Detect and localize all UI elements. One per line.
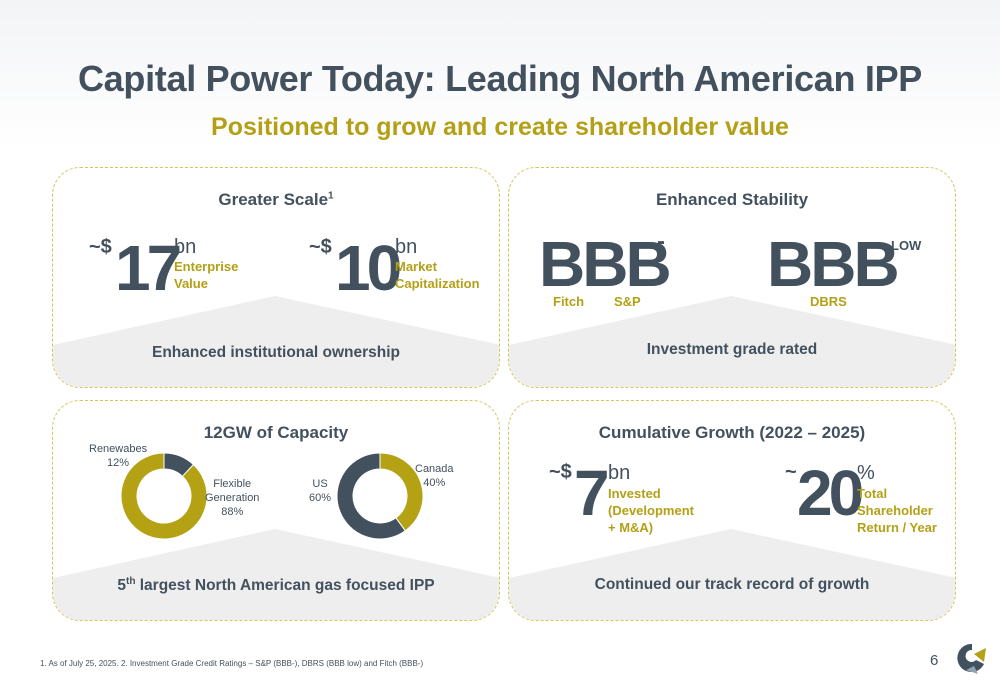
invested-number: 7: [574, 457, 610, 529]
card-background-band: [53, 529, 499, 620]
card-background-band: [509, 529, 955, 620]
card-footer: Enhanced institutional ownership: [151, 344, 400, 361]
geography-donut: [336, 452, 424, 540]
page-title: Capital Power Today: Leading North Ameri…: [77, 58, 923, 99]
invested-label: Invested (Development + M&A): [608, 486, 694, 535]
approx-symbol: ~: [785, 461, 797, 483]
card-title: Greater Scale1: [218, 190, 334, 209]
agency-sp: S&P: [614, 294, 641, 309]
tsr-unit: %: [857, 462, 875, 484]
enterprise-value-number: 17: [115, 232, 182, 304]
us-label: US 60%: [309, 478, 332, 504]
renewables-label: Renewabes 12%: [89, 443, 148, 469]
enhanced-stability-card: Enhanced Stability BBB - BBB LOW Fitch S…: [508, 167, 956, 388]
capacity-card: 12GW of Capacity Renewabes 12% Flexible Ge…: [52, 400, 500, 621]
canada-label: Canada 40%: [415, 463, 454, 489]
tsr-label: Total Shareholder Return / Year: [857, 486, 937, 535]
greater-scale-card: Greater Scale1 ~$ 17 bn Enterprise Value …: [52, 167, 500, 388]
approx-dollar-symbol: ~$: [549, 461, 572, 483]
dbrs-rating: BBB: [767, 228, 900, 300]
agency-fitch: Fitch: [553, 294, 585, 309]
card-footer: Continued our track record of growth: [594, 576, 870, 593]
sp-fitch-rating: BBB: [539, 228, 672, 300]
cumulative-growth-card: Cumulative Growth (2022 – 2025) ~$ 7 bn …: [508, 400, 956, 621]
donut-segment-1: [336, 452, 406, 540]
approx-dollar-symbol: ~$: [309, 236, 332, 258]
page-number: 6: [930, 652, 939, 669]
card-footer: 5th largest North American gas focused I…: [117, 576, 435, 595]
generation-mix-donut: [120, 452, 208, 540]
invested-unit: bn: [608, 462, 631, 484]
page-subtitle: Positioned to grow and create shareholde…: [211, 113, 789, 141]
card-background-band: [53, 296, 499, 387]
flexible-generation-label: Flexible Generation 88%: [205, 478, 260, 518]
agency-dbrs: DBRS: [810, 294, 847, 309]
market-cap-label: Market Capitalization: [395, 259, 480, 291]
card-title: 12GW of Capacity: [203, 423, 349, 442]
donut-segment-1: [120, 452, 208, 540]
rating-minus-suffix: -: [657, 228, 665, 255]
footnote: 1. As of July 25, 2025. 2. Investment Gr…: [40, 659, 424, 668]
card-footer: Investment grade rated: [646, 341, 818, 358]
enterprise-value-label: Enterprise Value: [174, 259, 239, 291]
approx-dollar-symbol: ~$: [89, 236, 112, 258]
rating-low-suffix: LOW: [891, 238, 922, 253]
card-title: Cumulative Growth (2022 – 2025): [598, 423, 866, 442]
capital-power-logo-icon: [957, 643, 986, 674]
market-cap-unit: bn: [395, 236, 418, 258]
enterprise-value-unit: bn: [174, 236, 197, 258]
card-title: Enhanced Stability: [655, 190, 809, 209]
card-background-band: [509, 296, 955, 387]
market-cap-number: 10: [335, 232, 402, 304]
tsr-number: 20: [797, 457, 864, 529]
